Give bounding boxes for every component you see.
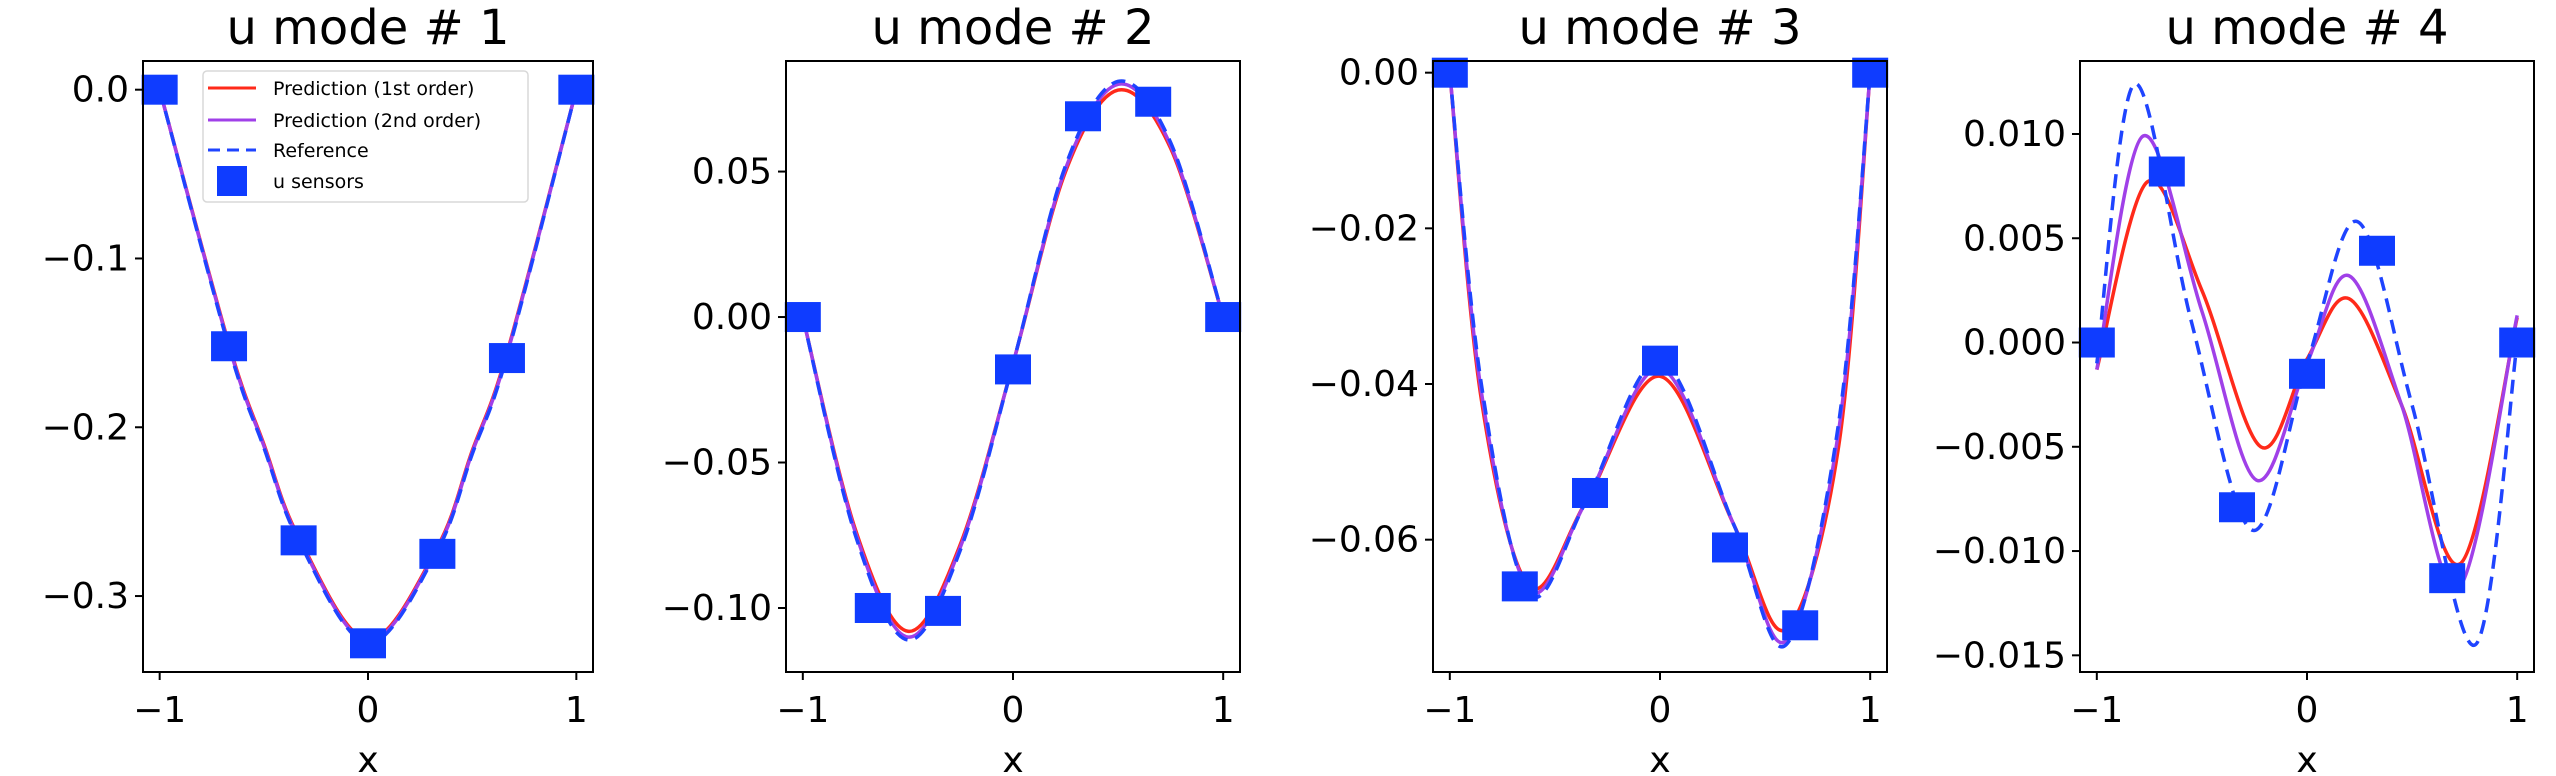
y-tick-label: −0.1 bbox=[42, 238, 129, 279]
sensor-marker bbox=[2499, 327, 2536, 358]
y-tick-label: 0.005 bbox=[1963, 218, 2066, 259]
y-tick-label: 0.05 bbox=[692, 152, 772, 193]
x-tick-label: 1 bbox=[565, 690, 588, 731]
x-tick-label: 1 bbox=[1212, 690, 1235, 731]
sensor-marker bbox=[2429, 563, 2466, 594]
x-axis-label: x bbox=[1002, 740, 1023, 776]
x-tick-label: −1 bbox=[2070, 690, 2123, 731]
x-tick-label: 1 bbox=[2506, 690, 2529, 731]
sensor-marker bbox=[1711, 532, 1748, 563]
sensor-marker bbox=[350, 628, 386, 659]
sensor-marker bbox=[419, 538, 456, 569]
x-axis-label: x bbox=[357, 740, 378, 776]
sensor-marker bbox=[488, 343, 525, 374]
y-tick-label: 0.010 bbox=[1963, 114, 2066, 155]
y-tick-label: 0.000 bbox=[1963, 323, 2066, 364]
legend-label-sensors: u sensors bbox=[273, 171, 364, 193]
subplot-mode-1: u mode # 1 −1 0 1 0.0 −0.1 −0.2 −0.3 x bbox=[42, 0, 595, 776]
sensor-marker bbox=[2289, 358, 2325, 389]
x-tick-label: −1 bbox=[133, 690, 186, 731]
sensor-marker bbox=[1501, 571, 1538, 602]
legend-label-reference: Reference bbox=[273, 140, 369, 162]
subplot-mode-3: u mode # 3 −1 0 1 0.00 −0.02 −0.04 −0.06 x bbox=[1309, 0, 1889, 776]
y-tick-label: −0.2 bbox=[42, 407, 129, 448]
sensor-marker bbox=[1205, 302, 1242, 333]
y-tick-label: −0.3 bbox=[42, 576, 129, 617]
legend-label-pred1: Prediction (1st order) bbox=[273, 78, 474, 100]
x-axis-label: x bbox=[2296, 740, 2317, 776]
legend-box bbox=[202, 70, 529, 203]
y-tick-label: −0.010 bbox=[1933, 531, 2066, 572]
y-tick-label: −0.015 bbox=[1933, 635, 2066, 676]
x-tick-label: −1 bbox=[776, 690, 829, 731]
sensor-marker bbox=[925, 595, 962, 626]
sensor-marker bbox=[1135, 86, 1172, 117]
x-tick-label: 0 bbox=[357, 690, 380, 731]
subplot-mode-2: u mode # 2 −1 0 1 0.05 0.00 −0.05 −0.10 x bbox=[662, 0, 1242, 776]
legend-marker-sensors bbox=[217, 166, 247, 196]
x-tick-label: 0 bbox=[1649, 690, 1672, 731]
subplot-title: u mode # 1 bbox=[226, 0, 509, 56]
subplot-mode-4: u mode # 4 −1 0 1 0.010 0.005 0.000 −0.005 −0.01… bbox=[1933, 0, 2536, 776]
sensor-marker bbox=[1852, 57, 1889, 88]
y-tick-label: −0.04 bbox=[1309, 364, 1419, 405]
x-tick-label: 0 bbox=[2296, 690, 2319, 731]
y-tick-label: −0.06 bbox=[1309, 520, 1419, 561]
sensor-marker bbox=[2148, 156, 2185, 187]
sensor-marker bbox=[2358, 235, 2395, 266]
y-tick-label: 0.0 bbox=[72, 70, 129, 111]
y-tick-label: −0.02 bbox=[1309, 208, 1419, 249]
y-tick-label: −0.005 bbox=[1933, 427, 2066, 468]
sensor-marker bbox=[141, 74, 178, 105]
y-tick-label: −0.05 bbox=[662, 443, 772, 484]
y-tick-label: 0.00 bbox=[1339, 53, 1419, 94]
sensor-marker bbox=[784, 302, 821, 333]
sensor-marker bbox=[1642, 345, 1678, 376]
sensor-marker bbox=[558, 74, 595, 105]
x-axis-label: x bbox=[1649, 740, 1670, 776]
sensor-marker bbox=[1572, 477, 1609, 508]
sensor-marker bbox=[1431, 57, 1468, 88]
sensor-marker bbox=[211, 331, 248, 362]
y-tick-label: −0.10 bbox=[662, 588, 772, 629]
sensor-marker bbox=[2219, 492, 2256, 523]
subplot-title: u mode # 3 bbox=[1518, 0, 1801, 56]
sensor-marker bbox=[1782, 610, 1819, 641]
x-tick-label: 0 bbox=[1002, 690, 1025, 731]
subplot-title: u mode # 2 bbox=[871, 0, 1154, 56]
subplot-title: u mode # 4 bbox=[2165, 0, 2448, 56]
legend: Prediction (1st order) Prediction (2nd or… bbox=[202, 70, 529, 203]
legend-label-pred2: Prediction (2nd order) bbox=[273, 110, 481, 132]
x-tick-label: −1 bbox=[1423, 690, 1476, 731]
sensor-marker bbox=[995, 354, 1031, 385]
x-tick-label: 1 bbox=[1859, 690, 1882, 731]
y-tick-label: 0.00 bbox=[692, 297, 772, 338]
sensor-marker bbox=[280, 525, 317, 556]
sensor-marker bbox=[1064, 101, 1101, 132]
sensor-marker bbox=[854, 592, 891, 623]
sensor-marker bbox=[2078, 327, 2115, 358]
